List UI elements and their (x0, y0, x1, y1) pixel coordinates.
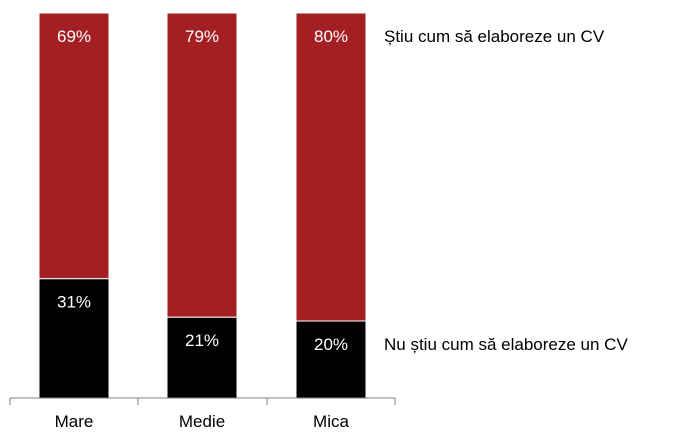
category-label: Medie (179, 412, 225, 431)
data-label: 31% (57, 293, 91, 312)
x-axis-ticks (9, 398, 396, 405)
bar-segment (295, 320, 367, 399)
data-label: 20% (314, 335, 348, 354)
segment-labels: 31% 69% 21% 79% 20% 80% (57, 27, 348, 354)
legend-entry: Știu cum să elaboreze un CV (384, 27, 605, 46)
bar-segment (295, 12, 367, 322)
data-label: 21% (185, 331, 219, 350)
bar-segment (166, 316, 238, 399)
data-label: 80% (314, 27, 348, 46)
legend-entry: Nu știu cum să elaboreze un CV (384, 335, 628, 354)
category-label: Mica (313, 412, 349, 431)
bars-group (38, 12, 367, 399)
bar-segment (38, 278, 110, 399)
legend: Nu știu cum să elaboreze un CV Știu cum s… (384, 27, 628, 354)
data-label: 79% (185, 27, 219, 46)
bar-segment (166, 12, 238, 318)
data-label: 69% (57, 27, 91, 46)
category-labels: Mare Medie Mica (55, 412, 350, 431)
bar-segment (38, 12, 110, 280)
category-label: Mare (55, 412, 94, 431)
